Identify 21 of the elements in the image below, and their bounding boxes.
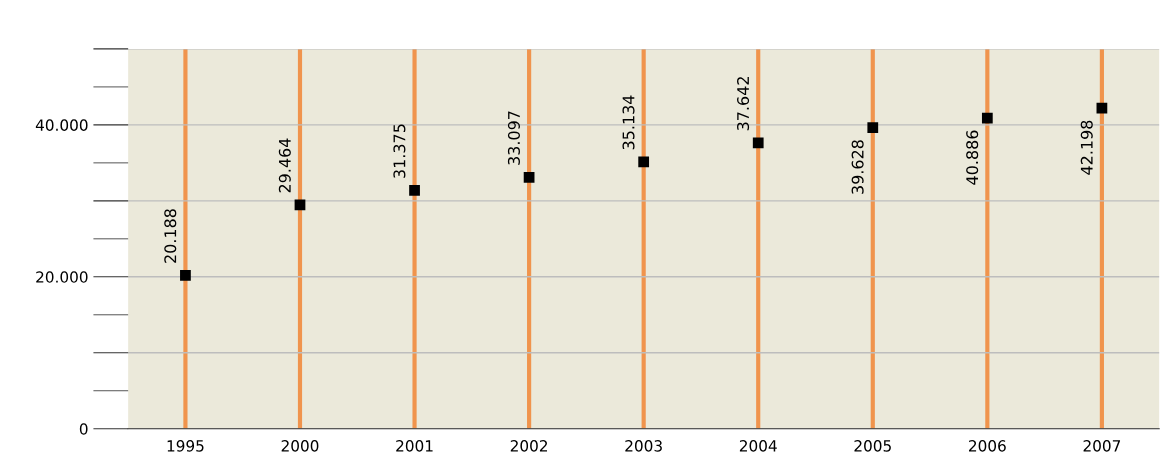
y-tick-label: 40.000 [35, 119, 88, 131]
data-label: 39.628 [851, 140, 864, 194]
x-tick-label: 2003 [625, 440, 662, 452]
data-label: 37.642 [737, 77, 750, 131]
x-tick-label: 2005 [854, 440, 891, 452]
y-tick-label: 0 [79, 423, 88, 435]
data-label: 20.188 [164, 209, 177, 263]
data-label: 40.886 [966, 130, 979, 185]
x-tick-label: 2002 [510, 440, 548, 452]
x-tick-label: 1995 [167, 440, 204, 452]
data-label: 33.097 [507, 111, 520, 165]
y-tick-label: 20.000 [36, 271, 88, 283]
x-tick-label: 2001 [396, 440, 433, 452]
data-label: 31.375 [393, 124, 406, 178]
data-label: 35.134 [622, 95, 635, 150]
x-tick-label: 2000 [281, 440, 319, 452]
data-label: 42.198 [1080, 120, 1093, 175]
x-tick-label: 2004 [739, 440, 777, 452]
x-tick-label: 2007 [1083, 440, 1121, 452]
x-tick-label: 2006 [969, 440, 1006, 452]
data-label: 29.464 [278, 138, 291, 193]
